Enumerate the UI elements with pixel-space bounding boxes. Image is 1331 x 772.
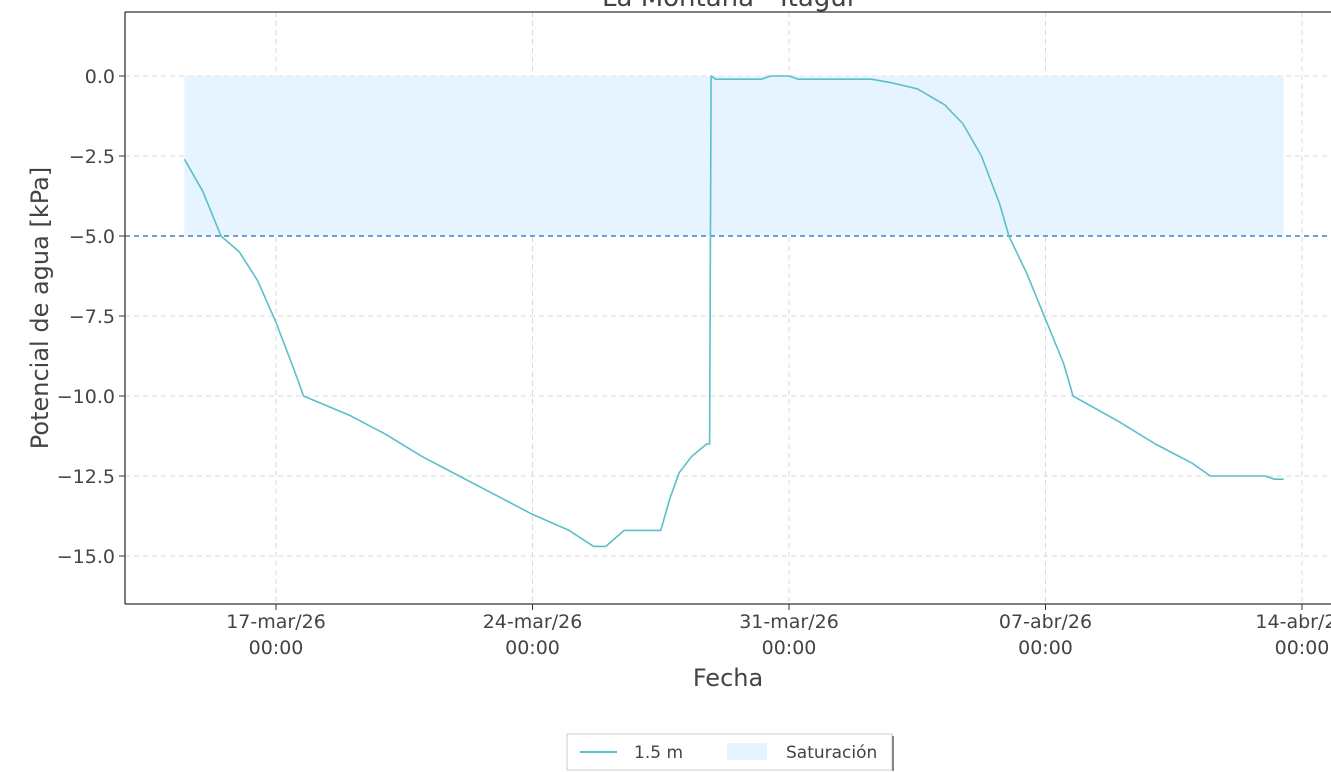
y-tick-label: −12.5 xyxy=(57,466,115,488)
y-tick-label: −7.5 xyxy=(69,306,115,328)
x-tick-label-date: 31-mar/26 xyxy=(739,611,839,633)
band-layer xyxy=(184,76,1284,236)
x-tick-label-time: 00:00 xyxy=(762,637,817,659)
saturation-band xyxy=(184,76,1284,236)
axes-layer xyxy=(124,11,1331,605)
ticks-layer: 0.0 −2.5 −5.0 −7.5 −10.0 −12.5 −15.0 17-mar/26 0… xyxy=(57,66,1331,659)
legend-series-label: 1.5 m xyxy=(634,743,683,763)
chart-title: La Montaña - Itagui xyxy=(602,0,854,13)
series-layer xyxy=(183,75,1284,548)
x-tick-label-date: 17-mar/26 xyxy=(226,611,326,633)
x-tick-label-time: 00:00 xyxy=(249,637,304,659)
y-tick-label: −2.5 xyxy=(69,146,115,168)
y-tick-label: −10.0 xyxy=(57,386,115,408)
series-line-0 xyxy=(183,75,1284,548)
legend-saturation-swatch xyxy=(727,743,767,760)
x-tick-label-time: 00:00 xyxy=(505,637,560,659)
y-tick-label: −5.0 xyxy=(69,226,115,248)
legend: 1.5 m Saturación xyxy=(566,733,894,771)
legend-saturation-label: Saturación xyxy=(786,743,877,763)
x-tick-label-date: 07-abr/26 xyxy=(999,611,1092,633)
x-tick-label-date: 24-mar/26 xyxy=(483,611,583,633)
y-tick-label: −15.0 xyxy=(57,546,115,568)
x-tick-label-time: 00:00 xyxy=(1275,637,1330,659)
x-axis-title: Fecha xyxy=(693,664,763,692)
x-tick-label-time: 00:00 xyxy=(1018,637,1073,659)
y-tick-label: 0.0 xyxy=(85,66,115,88)
x-tick-label-date: 14-abr/26 xyxy=(1255,611,1331,633)
y-axis-title: Potencial de agua [kPa] xyxy=(26,167,54,449)
